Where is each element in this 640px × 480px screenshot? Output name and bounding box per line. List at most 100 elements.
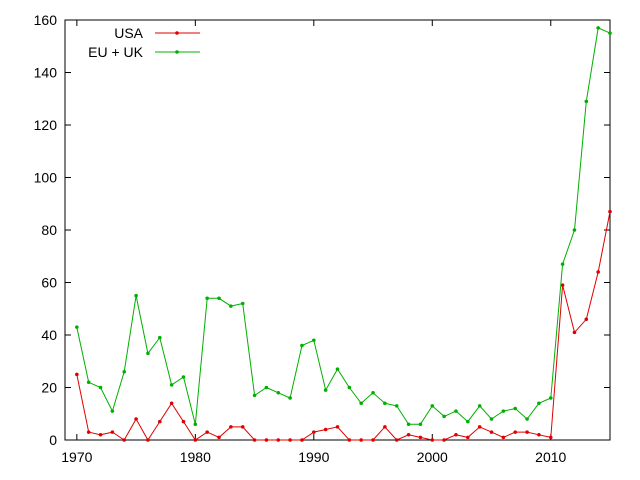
data-point (501, 409, 506, 413)
data-point (572, 228, 577, 232)
data-point (525, 430, 529, 434)
data-point (169, 401, 174, 406)
data-point (584, 99, 589, 104)
data-point (252, 393, 257, 398)
series-line (76, 211, 611, 441)
data-point (86, 430, 91, 434)
data-point (146, 351, 150, 356)
data-point (122, 369, 127, 374)
data-point (454, 432, 458, 437)
data-point (157, 335, 162, 340)
data-point (110, 409, 115, 413)
y-tick-label: 100 (34, 170, 58, 186)
data-point (335, 425, 340, 429)
data-point (205, 296, 209, 301)
plot-frame (64, 19, 611, 441)
legend: USA EU + UK (88, 25, 200, 60)
data-point (394, 404, 399, 408)
data-point (157, 419, 162, 424)
data-point (442, 414, 446, 419)
data-point (323, 427, 328, 432)
data-point (489, 430, 494, 434)
data-point (560, 262, 565, 266)
plot-border (64, 19, 611, 441)
data-point (122, 438, 127, 442)
data-point (525, 417, 529, 421)
x-tick-label: 2010 (535, 449, 566, 465)
data-point (312, 430, 316, 434)
data-point (300, 438, 304, 442)
data-point (347, 385, 352, 390)
y-tick-label: 120 (34, 117, 58, 133)
legend-marker (175, 50, 179, 54)
data-point (371, 438, 375, 442)
y-tick-label: 0 (49, 432, 57, 448)
data-point (347, 438, 352, 442)
x-tick-label: 2000 (417, 449, 448, 465)
data-point (193, 422, 198, 427)
data-point (335, 367, 340, 371)
data-point (548, 396, 553, 400)
data-point (229, 425, 233, 429)
data-point (572, 330, 577, 335)
series-line (76, 27, 611, 425)
series-0 (75, 209, 612, 442)
x-tick-label: 1970 (61, 449, 92, 465)
data-point (134, 417, 138, 421)
data-point (466, 435, 470, 440)
data-point (146, 438, 150, 442)
data-point (240, 301, 245, 306)
data-point (75, 372, 79, 377)
data-point (312, 338, 316, 343)
data-point (371, 390, 375, 395)
data-point (489, 417, 494, 421)
data-point (300, 343, 304, 348)
data-point (229, 304, 233, 308)
legend-label: EU + UK (88, 44, 144, 60)
x-axis: 1970 1980 1990 2000 2010 (61, 20, 567, 465)
x-tick-label: 1990 (298, 449, 329, 465)
data-point (454, 409, 458, 413)
data-point (608, 209, 612, 214)
legend-label: USA (114, 25, 143, 41)
data-point (418, 435, 423, 440)
data-point (86, 380, 91, 385)
data-point (406, 422, 411, 427)
data-point (252, 438, 257, 442)
data-point (217, 435, 221, 440)
data-point (276, 390, 281, 395)
data-point (134, 293, 138, 298)
data-point (418, 422, 423, 427)
y-tick-label: 20 (41, 380, 57, 396)
y-tick-label: 40 (41, 327, 57, 343)
data-point (288, 396, 292, 400)
data-point (513, 406, 518, 411)
data-point (477, 404, 482, 408)
y-tick-label: 140 (34, 65, 58, 81)
data-point (240, 425, 245, 429)
data-point (110, 430, 115, 434)
y-axis: 0 20 40 60 80 100 120 140 160 (34, 12, 610, 448)
data-point (383, 401, 387, 406)
data-point (264, 438, 269, 442)
data-point (359, 438, 363, 442)
data-point (169, 383, 174, 387)
data-point (608, 31, 612, 35)
data-point (584, 317, 589, 322)
data-point (264, 385, 269, 390)
data-point (537, 432, 541, 437)
x-tick-label: 1980 (180, 449, 211, 465)
data-point (205, 430, 209, 434)
data-point (596, 26, 600, 30)
data-point (323, 388, 328, 392)
data-point (537, 401, 541, 406)
data-point (430, 438, 435, 442)
y-tick-label: 60 (41, 275, 57, 291)
y-tick-label: 80 (41, 222, 57, 238)
data-point (288, 438, 292, 442)
data-point (98, 385, 103, 390)
data-point (276, 438, 281, 442)
data-point (560, 283, 565, 287)
data-point (596, 270, 600, 274)
data-point (98, 432, 103, 437)
